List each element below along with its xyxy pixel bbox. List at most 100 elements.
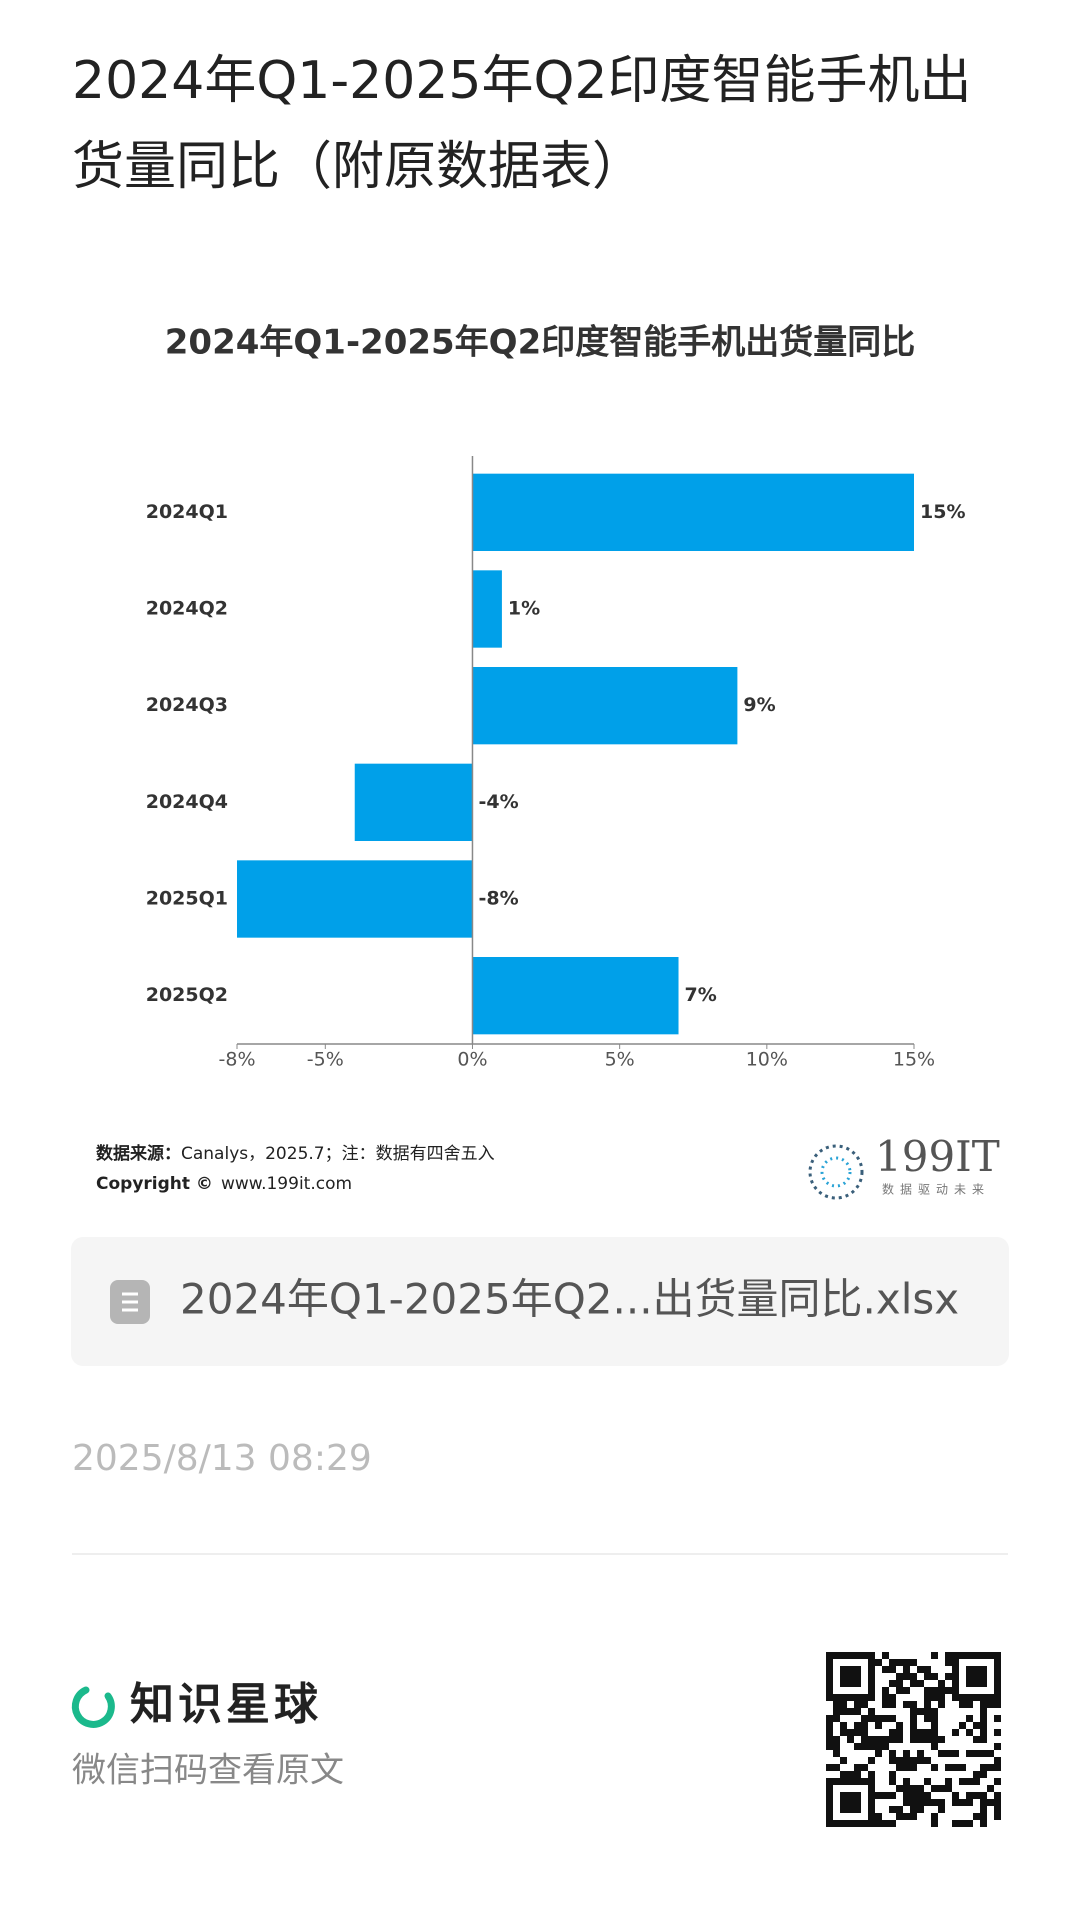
qr-module <box>826 1722 833 1729</box>
qr-module <box>910 1729 917 1736</box>
qr-module <box>826 1743 833 1750</box>
x-tick-label: 10% <box>746 1049 788 1071</box>
qr-module <box>896 1757 903 1764</box>
qr-module <box>875 1715 882 1722</box>
qr-module <box>882 1694 889 1701</box>
qr-module <box>959 1778 966 1785</box>
qr-module <box>868 1785 875 1792</box>
qr-module <box>826 1666 833 1673</box>
qr-module <box>889 1771 896 1778</box>
x-tick-label: -8% <box>219 1049 256 1071</box>
qr-module <box>889 1778 896 1785</box>
qr-module <box>903 1701 910 1708</box>
qr-module <box>973 1666 980 1673</box>
y-tick-label: 2025Q2 <box>146 984 228 1006</box>
qr-module <box>868 1771 875 1778</box>
qr-module <box>826 1652 833 1659</box>
qr-module <box>952 1680 959 1687</box>
qr-module <box>910 1708 917 1715</box>
qr-module <box>861 1778 868 1785</box>
qr-module <box>973 1673 980 1680</box>
qr-module <box>980 1736 987 1743</box>
qr-module <box>952 1764 959 1771</box>
qr-module <box>994 1792 1001 1799</box>
qr-module <box>896 1659 903 1666</box>
qr-module <box>980 1792 987 1799</box>
qr-module <box>854 1708 861 1715</box>
qr-module <box>966 1729 973 1736</box>
qr-module <box>861 1820 868 1827</box>
source-text: Canalys，2025.7；注：数据有四舍五入 <box>181 1144 495 1164</box>
qr-module <box>889 1736 896 1743</box>
qr-module <box>973 1736 980 1743</box>
qr-module <box>868 1673 875 1680</box>
qr-module <box>980 1701 987 1708</box>
qr-module <box>938 1687 945 1694</box>
qr-module <box>868 1687 875 1694</box>
qr-module <box>833 1764 840 1771</box>
qr-module <box>896 1736 903 1743</box>
qr-module <box>910 1722 917 1729</box>
qr-module <box>924 1701 931 1708</box>
qr-module <box>826 1785 833 1792</box>
bar <box>472 667 738 745</box>
qr-module <box>966 1701 973 1708</box>
qr-module <box>994 1813 1001 1820</box>
qr-module <box>966 1673 973 1680</box>
qr-module <box>994 1729 1001 1736</box>
qr-module <box>959 1694 966 1701</box>
qr-module <box>854 1666 861 1673</box>
qr-module <box>945 1750 952 1757</box>
qr-code[interactable] <box>826 1652 1001 1827</box>
file-card[interactable] <box>71 1237 1009 1366</box>
qr-module <box>931 1820 938 1827</box>
qr-module <box>882 1701 889 1708</box>
qr-module <box>875 1820 882 1827</box>
value-label: 9% <box>743 694 775 716</box>
qr-module <box>924 1792 931 1799</box>
qr-module <box>833 1694 840 1701</box>
logo-tagline: 数据驱动未来 <box>882 1182 990 1197</box>
qr-module <box>980 1708 987 1715</box>
qr-module <box>987 1764 994 1771</box>
qr-module <box>994 1680 1001 1687</box>
qr-module <box>826 1813 833 1820</box>
qr-module <box>868 1757 875 1764</box>
qr-module <box>847 1806 854 1813</box>
qr-module <box>889 1680 896 1687</box>
qr-module <box>889 1750 896 1757</box>
qr-module <box>966 1715 973 1722</box>
qr-module <box>966 1750 973 1757</box>
logo-mark <box>820 1156 852 1188</box>
qr-module <box>882 1736 889 1743</box>
qr-module <box>875 1750 882 1757</box>
qr-module <box>903 1750 910 1757</box>
copyright-text: www.199it.com <box>221 1174 352 1194</box>
qr-module <box>973 1778 980 1785</box>
qr-module <box>840 1708 847 1715</box>
file-name[interactable]: 2024年Q1-2025年Q2...出货量同比.xlsx <box>180 1275 959 1324</box>
qr-module <box>903 1673 910 1680</box>
qr-module <box>826 1764 833 1771</box>
qr-module <box>840 1729 847 1736</box>
qr-module <box>945 1778 952 1785</box>
qr-module <box>868 1736 875 1743</box>
logo-mark <box>808 1144 864 1200</box>
qr-module <box>868 1715 875 1722</box>
qr-module <box>861 1736 868 1743</box>
qr-module <box>840 1666 847 1673</box>
qr-module <box>833 1820 840 1827</box>
qr-module <box>840 1778 847 1785</box>
qr-module <box>826 1673 833 1680</box>
value-label: 7% <box>685 984 717 1006</box>
qr-module <box>896 1813 903 1820</box>
qr-module <box>938 1806 945 1813</box>
qr-module <box>896 1764 903 1771</box>
qr-module <box>903 1778 910 1785</box>
qr-module <box>826 1687 833 1694</box>
qr-module <box>917 1792 924 1799</box>
qr-module <box>952 1659 959 1666</box>
qr-module <box>966 1799 973 1806</box>
